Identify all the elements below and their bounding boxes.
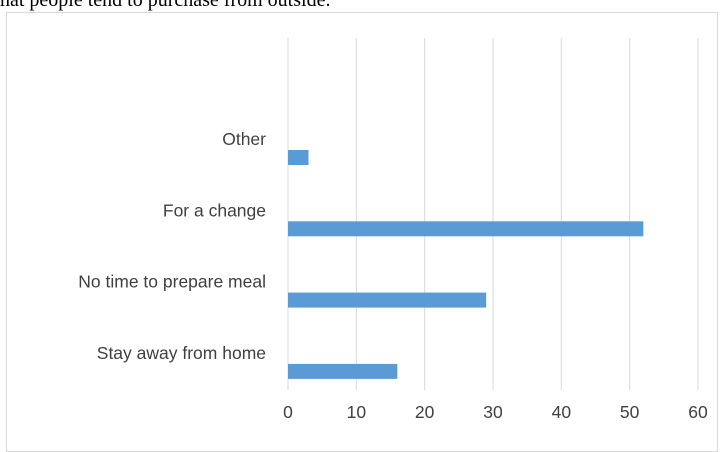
x-tick-label: 50 — [620, 402, 640, 422]
x-tick-label: 0 — [283, 402, 293, 422]
x-tick-label: 20 — [415, 402, 435, 422]
bars — [288, 150, 644, 379]
x-tick-label: 60 — [688, 402, 708, 422]
x-tick-labels: 0 10 20 30 40 50 60 — [283, 402, 708, 422]
category-label: For a change — [163, 200, 266, 220]
category-labels: Other For a change No time to prepare meal… — [78, 129, 266, 363]
document-caption-fragment: hat people tend to purchase from outside… — [0, 0, 331, 11]
bar — [288, 292, 487, 308]
bar — [288, 221, 644, 237]
bar — [288, 363, 398, 379]
bar — [288, 150, 309, 165]
category-label: No time to prepare meal — [78, 272, 266, 292]
bar-chart: Other For a change No time to prepare meal… — [78, 38, 708, 422]
x-tick-label: 30 — [483, 402, 503, 422]
x-tick-label: 40 — [552, 402, 572, 422]
x-tick-label: 10 — [347, 402, 367, 422]
gridlines — [287, 38, 699, 390]
category-label: Other — [222, 129, 266, 149]
category-label: Stay away from home — [97, 343, 266, 363]
